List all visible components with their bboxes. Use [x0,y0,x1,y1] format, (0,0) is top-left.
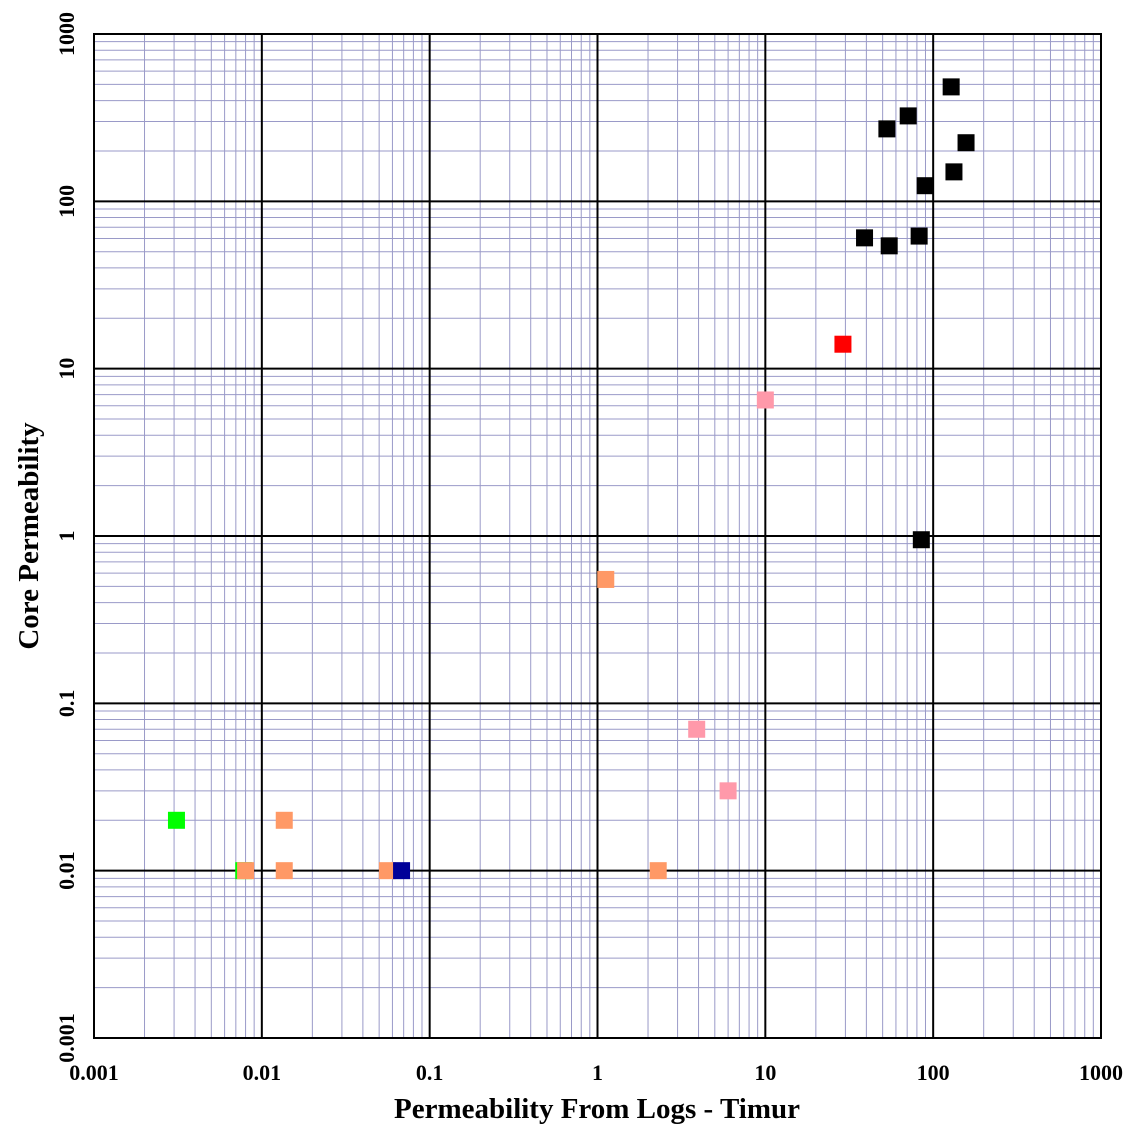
x-tick-label: 1 [592,1060,603,1085]
point [916,177,934,195]
point [945,163,963,181]
point [649,862,667,880]
y-tick-label: 0.001 [54,1013,79,1063]
point [856,229,874,247]
point [756,391,774,409]
x-tick-label: 1000 [1079,1060,1123,1085]
point [880,237,898,255]
y-tick-label: 100 [54,185,79,218]
x-axis-title: Permeability From Logs - Timur [394,1093,800,1125]
y-tick-label: 10 [54,358,79,380]
y-axis-title: Core Permeability [13,422,45,650]
point [957,134,975,152]
point [275,811,293,829]
point [719,782,737,800]
point [597,570,615,588]
point [688,720,706,738]
x-tick-label: 0.1 [416,1060,444,1085]
point [393,862,411,880]
point [912,531,930,549]
point [275,862,293,880]
point [237,862,255,880]
point [378,862,396,880]
x-tick-label: 100 [917,1060,950,1085]
point [899,107,917,125]
point [834,335,852,353]
point [167,811,185,829]
y-tick-label: 0.01 [54,851,79,890]
y-tick-label: 0.1 [54,690,79,718]
y-tick-label: 1 [54,531,79,542]
plot-frame [93,33,1102,1039]
x-tick-label: 0.001 [69,1060,119,1085]
x-tick-label: 0.01 [243,1060,282,1085]
point [910,227,928,245]
y-tick-label: 1000 [54,12,79,56]
x-tick-label: 10 [754,1060,776,1085]
point [878,120,896,138]
point [942,78,960,96]
